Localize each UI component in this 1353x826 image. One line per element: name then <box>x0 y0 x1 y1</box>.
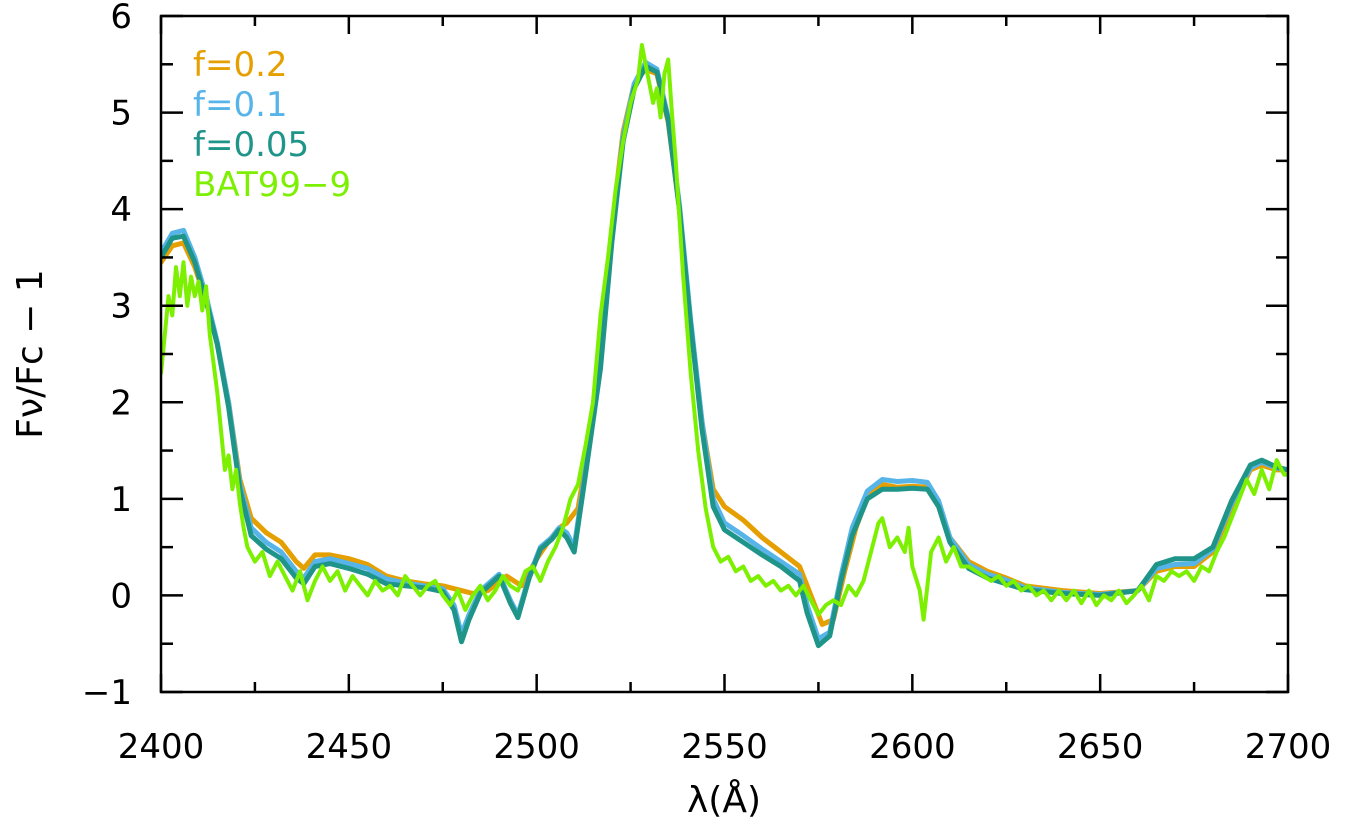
x-tick-label: 2600 <box>869 727 956 767</box>
legend-entry-1: f=0.1 <box>193 85 288 125</box>
x-axis-label: λ(Å) <box>687 778 761 821</box>
tick-labels-layer: 2400 2450 2500 2550 2600 2650 2700 −1 0 1 2 3 4 5 6 <box>82 0 1331 767</box>
x-tick-label: 2700 <box>1245 727 1332 767</box>
y-tick-label: 5 <box>110 94 132 134</box>
x-tick-label: 2500 <box>493 727 580 767</box>
y-axis-label: Fν/Fc − 1 <box>10 269 51 438</box>
y-tick-label: 1 <box>110 480 132 520</box>
y-tick-label: 0 <box>110 576 132 616</box>
x-tick-label: 2650 <box>1057 727 1144 767</box>
y-tick-label: 3 <box>110 287 132 327</box>
legend-entry-2: f=0.05 <box>193 125 309 165</box>
legend-entry-0: f=0.2 <box>193 45 288 85</box>
x-tick-label: 2450 <box>306 727 393 767</box>
y-tick-label: 6 <box>110 0 132 37</box>
x-tick-label: 2400 <box>118 727 205 767</box>
y-tick-label: 2 <box>110 383 132 423</box>
y-tick-label: −1 <box>82 673 132 713</box>
series-line-0 <box>161 66 1288 627</box>
legend-entry-3: BAT99−9 <box>193 165 351 205</box>
series-line-3 <box>161 43 1288 622</box>
ticks-layer <box>159 14 1290 694</box>
y-tick-label: 4 <box>110 190 132 230</box>
x-tick-label: 2550 <box>681 727 768 767</box>
series-layer <box>161 43 1288 649</box>
